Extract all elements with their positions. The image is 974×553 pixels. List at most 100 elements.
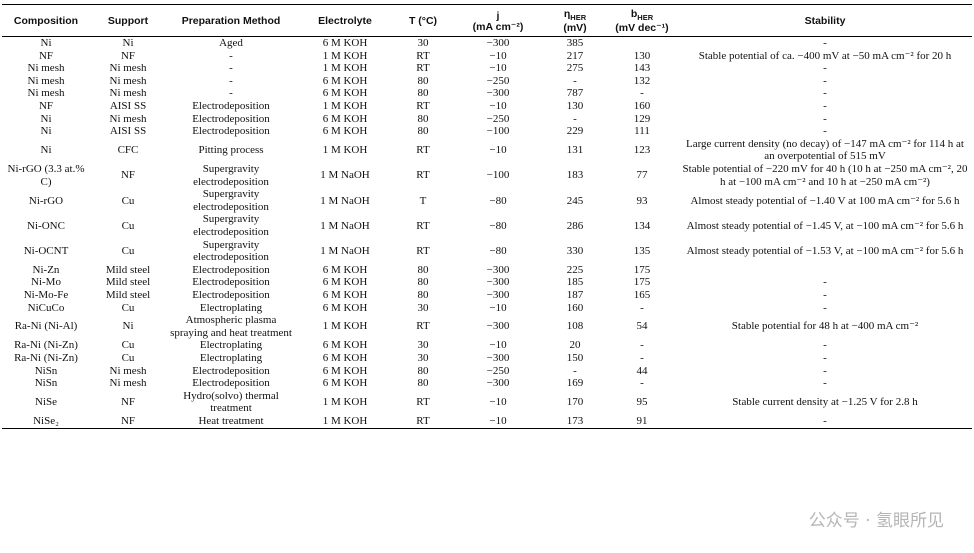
table-cell: 6 M KOH <box>322 364 368 377</box>
table-row: NiSn Ni mesh Electrodeposition 6 M KOH 80 −30… <box>2 377 972 390</box>
table-cell: 6 M KOH <box>322 37 368 50</box>
table-cell: Pitting process <box>198 144 264 157</box>
table-cell: 6 M KOH <box>322 87 368 100</box>
table-cell: 175 <box>633 263 651 276</box>
table-cell: 1 M NaOH <box>320 244 370 257</box>
table-cell: Mild steel <box>105 276 151 289</box>
table-cell: NiSn <box>34 377 58 390</box>
table-row: Ni mesh Ni mesh - 6 M KOH 80 −250 - 132 - <box>2 75 972 88</box>
header-unit: (mV) <box>563 22 587 35</box>
table-cell: Supergravity electrodeposition <box>193 163 269 188</box>
table-cell <box>678 264 972 277</box>
table-cell: 6 M KOH <box>322 125 368 138</box>
table-cell: 6 M KOH <box>322 74 368 87</box>
table-cell: - <box>640 87 644 100</box>
column-header: Preparation Method <box>166 5 296 37</box>
table-cell: Ni-Zn <box>32 263 60 276</box>
table-cell: −300 <box>486 377 510 390</box>
table-cell: - <box>823 414 827 427</box>
table-cell: Electrodeposition <box>192 364 270 377</box>
table-cell: Hydro(solvo) thermal treatment <box>183 389 279 415</box>
table-cell: 30 <box>417 37 429 50</box>
table-cell: - <box>229 74 233 87</box>
table-cell: 1 M KOH <box>322 62 368 75</box>
table-cell: NF <box>120 396 136 409</box>
table-cell: 1 M KOH <box>322 320 368 333</box>
column-header: Support <box>90 5 166 37</box>
table-cell: Ni mesh <box>109 62 147 75</box>
table-cell: 132 <box>633 74 651 87</box>
table-cell: - <box>823 112 827 125</box>
column-header: bHER (mV dec⁻¹) <box>606 5 678 37</box>
table-cell: - <box>229 87 233 100</box>
header-unit: (mA cm⁻²) <box>472 20 524 33</box>
table-cell: 130 <box>566 100 584 113</box>
table-cell: 30 <box>417 301 429 314</box>
table-cell: Ra-Ni (Ni-Al) <box>14 320 78 333</box>
table-cell: Ni mesh <box>27 74 65 87</box>
table-cell: 150 <box>566 351 584 364</box>
table-cell: 245 <box>566 194 584 207</box>
table-row: Ni-Mo-Fe Mild steel Electrodeposition 6 M K… <box>2 289 972 302</box>
table-cell: 80 <box>417 377 429 390</box>
table-cell: - <box>640 351 644 364</box>
header-text: T (°C) <box>408 15 438 28</box>
table-cell: −100 <box>486 169 510 182</box>
table-cell: Ni <box>40 125 52 138</box>
table-row: NF NF - 1 M KOH RT −10 217 130 Stable potential … <box>2 50 972 63</box>
table-cell: - <box>573 112 577 125</box>
table-cell: −10 <box>489 49 507 62</box>
table-row: Ra-Ni (Ni-Zn) Cu Electroplating 6 M KOH 30 −3… <box>2 352 972 365</box>
table-row: Ra-Ni (Ni-Zn) Cu Electroplating 6 M KOH 30 −1… <box>2 339 972 352</box>
table-cell: NiCuCo <box>27 301 65 314</box>
table-cell: Electrodeposition <box>192 263 270 276</box>
table-cell: −300 <box>486 320 510 333</box>
table-cell: Ni <box>40 37 52 50</box>
header-unit: (mV dec⁻¹) <box>615 22 669 35</box>
table-cell: 165 <box>633 288 651 301</box>
table-cell: 80 <box>417 276 429 289</box>
table-cell: Electrodeposition <box>192 276 270 289</box>
table-cell: RT <box>416 100 430 113</box>
table-cell: - <box>823 364 827 377</box>
table-cell: NF <box>38 49 54 62</box>
table-cell: T <box>419 194 427 207</box>
table-cell: Ni mesh <box>109 377 147 390</box>
table-cell: −10 <box>489 396 507 409</box>
table-cell <box>606 37 678 50</box>
table-cell: 170 <box>566 396 584 409</box>
table-cell: 6 M KOH <box>322 301 368 314</box>
table-cell: 1 M NaOH <box>320 219 370 232</box>
table-cell: Mild steel <box>105 288 151 301</box>
table-cell: Mild steel <box>105 263 151 276</box>
table-cell: 6 M KOH <box>322 263 368 276</box>
table-row: NiSn Ni mesh Electrodeposition 6 M KOH 80 −25… <box>2 365 972 378</box>
table-cell: - <box>823 288 827 301</box>
header-text: b <box>630 8 638 20</box>
table-cell: Ni-Mo-Fe <box>23 288 69 301</box>
data-table: Composition Support Preparation Method Elec… <box>2 4 972 429</box>
table-cell: 286 <box>566 219 584 232</box>
table-cell: 175 <box>633 276 651 289</box>
table-cell: Cu <box>121 339 135 352</box>
header-row: Composition Support Preparation Method Elec… <box>2 4 972 37</box>
table-row: Ni CFC Pitting process 1 M KOH RT −10 131 123 La… <box>2 138 972 163</box>
table-cell: 129 <box>633 112 651 125</box>
table-cell: Supergravity electrodeposition <box>193 213 269 238</box>
table-cell: Ni <box>40 112 52 125</box>
table-cell: 225 <box>566 263 584 276</box>
table-cell: 1 M KOH <box>322 100 368 113</box>
table-cell: −300 <box>486 351 510 364</box>
table-cell: RT <box>416 244 430 257</box>
table-cell: Ra-Ni (Ni-Zn) <box>14 351 78 364</box>
table-cell: −250 <box>486 112 510 125</box>
table-cell: 1 M KOH <box>322 144 368 157</box>
column-header: ηHER (mV) <box>544 5 606 37</box>
table-row: Ni Ni Aged 6 M KOH 30 −300 385 - <box>2 37 972 50</box>
table-cell: Supergravity electrodeposition <box>193 238 269 264</box>
table-row: Ra-Ni (Ni-Al) Ni Atmospheric plasma sprayi… <box>2 314 972 339</box>
table-cell: −100 <box>486 125 510 138</box>
table-cell: NF <box>120 169 136 182</box>
table-cell: NiSn <box>34 364 58 377</box>
